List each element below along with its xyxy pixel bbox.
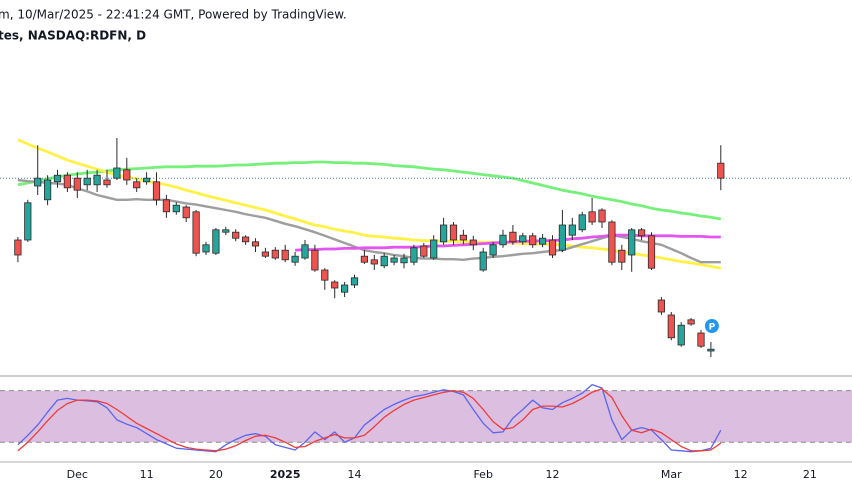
candle-body bbox=[469, 239, 477, 246]
candle-body bbox=[113, 167, 121, 179]
x-tick-label: 12 bbox=[734, 468, 748, 481]
candle-body bbox=[717, 162, 725, 179]
candle-body bbox=[232, 231, 240, 239]
candle-body bbox=[53, 174, 62, 183]
candle-body bbox=[271, 249, 279, 259]
event-marker bbox=[704, 319, 719, 333]
candle-body bbox=[222, 229, 230, 233]
candle-body bbox=[548, 239, 557, 256]
candle-body bbox=[261, 251, 270, 257]
candle-body bbox=[162, 199, 170, 213]
indicator-band bbox=[0, 390, 852, 443]
candle-body bbox=[707, 348, 715, 352]
candle-body bbox=[182, 206, 190, 219]
candle-body bbox=[241, 236, 250, 243]
candle-body bbox=[519, 235, 527, 243]
x-tick-label: 12 bbox=[546, 468, 560, 481]
candle-body bbox=[340, 284, 349, 293]
candle-body bbox=[321, 269, 329, 281]
oscillator-line bbox=[17, 388, 722, 452]
candle-body bbox=[142, 177, 151, 183]
candle-body bbox=[410, 247, 418, 263]
candle-body bbox=[44, 179, 52, 201]
candle-body bbox=[350, 277, 359, 286]
candle-body bbox=[529, 235, 537, 246]
candle-body bbox=[657, 299, 666, 313]
moving-average-line bbox=[17, 160, 722, 221]
chart-subtitle: tes, NASDAQ:RDFN, D bbox=[0, 29, 146, 43]
x-tick-label: Feb bbox=[473, 468, 492, 481]
candle-body bbox=[331, 281, 339, 289]
candle-body bbox=[558, 224, 567, 251]
candle-body bbox=[390, 257, 398, 263]
candle-body bbox=[202, 244, 210, 253]
x-tick-label: Dec bbox=[67, 468, 88, 481]
candle-body bbox=[152, 181, 161, 201]
candle-body bbox=[647, 235, 656, 269]
candle-body bbox=[618, 249, 626, 263]
candle-body bbox=[677, 324, 685, 346]
candle-body bbox=[83, 177, 91, 186]
candle-body bbox=[370, 259, 378, 265]
candle-body bbox=[301, 244, 309, 259]
candle-body bbox=[439, 224, 448, 243]
candle-body bbox=[24, 202, 32, 241]
candle-body bbox=[608, 221, 616, 263]
candle-body bbox=[123, 169, 131, 181]
candle-body bbox=[212, 229, 220, 254]
candle-body bbox=[578, 214, 586, 231]
moving-average-line bbox=[17, 178, 721, 264]
candle-body bbox=[539, 237, 547, 245]
x-tick-label: 21 bbox=[803, 468, 817, 481]
candle-body bbox=[499, 234, 507, 246]
candle-body bbox=[172, 204, 180, 213]
candle-body bbox=[360, 255, 369, 263]
candle-body bbox=[93, 174, 101, 186]
event-marker-label: P bbox=[709, 323, 716, 333]
candle-body bbox=[430, 239, 438, 259]
candle-body bbox=[489, 244, 497, 256]
candle-body bbox=[63, 174, 71, 189]
candle-body bbox=[400, 257, 408, 264]
candle-body bbox=[667, 314, 675, 339]
candle-body bbox=[73, 177, 81, 191]
oscillator-line bbox=[17, 383, 722, 453]
x-tick-label: 2025 bbox=[270, 468, 301, 481]
x-tick-label: 20 bbox=[209, 468, 223, 481]
candle-body bbox=[687, 319, 695, 325]
candle-body bbox=[459, 234, 468, 241]
candle-body bbox=[568, 224, 576, 236]
x-tick-label: Mar bbox=[661, 468, 682, 481]
candle-body bbox=[697, 332, 705, 347]
x-tick-label: 14 bbox=[348, 468, 362, 481]
chart-title: m, 10/Mar/2025 - 22:41:24 GMT, Powered b… bbox=[0, 8, 347, 22]
candle-body bbox=[34, 177, 42, 187]
candle-body bbox=[311, 249, 319, 271]
candle-body bbox=[281, 249, 289, 261]
candle-body bbox=[192, 211, 200, 254]
candle-body bbox=[420, 245, 428, 257]
candle-body bbox=[479, 251, 487, 271]
candle-body bbox=[509, 231, 517, 243]
candle-body bbox=[291, 255, 299, 263]
candle-body bbox=[133, 181, 141, 189]
x-tick-label: 11 bbox=[140, 468, 154, 481]
candle-body bbox=[380, 255, 388, 267]
candle-body bbox=[638, 229, 646, 237]
candle-body bbox=[449, 224, 458, 241]
candle-body bbox=[14, 239, 22, 256]
candle-body bbox=[588, 211, 596, 223]
candle-body bbox=[103, 179, 111, 186]
candle-body bbox=[598, 209, 606, 223]
candle-body bbox=[628, 229, 636, 256]
candle-body bbox=[251, 241, 260, 247]
